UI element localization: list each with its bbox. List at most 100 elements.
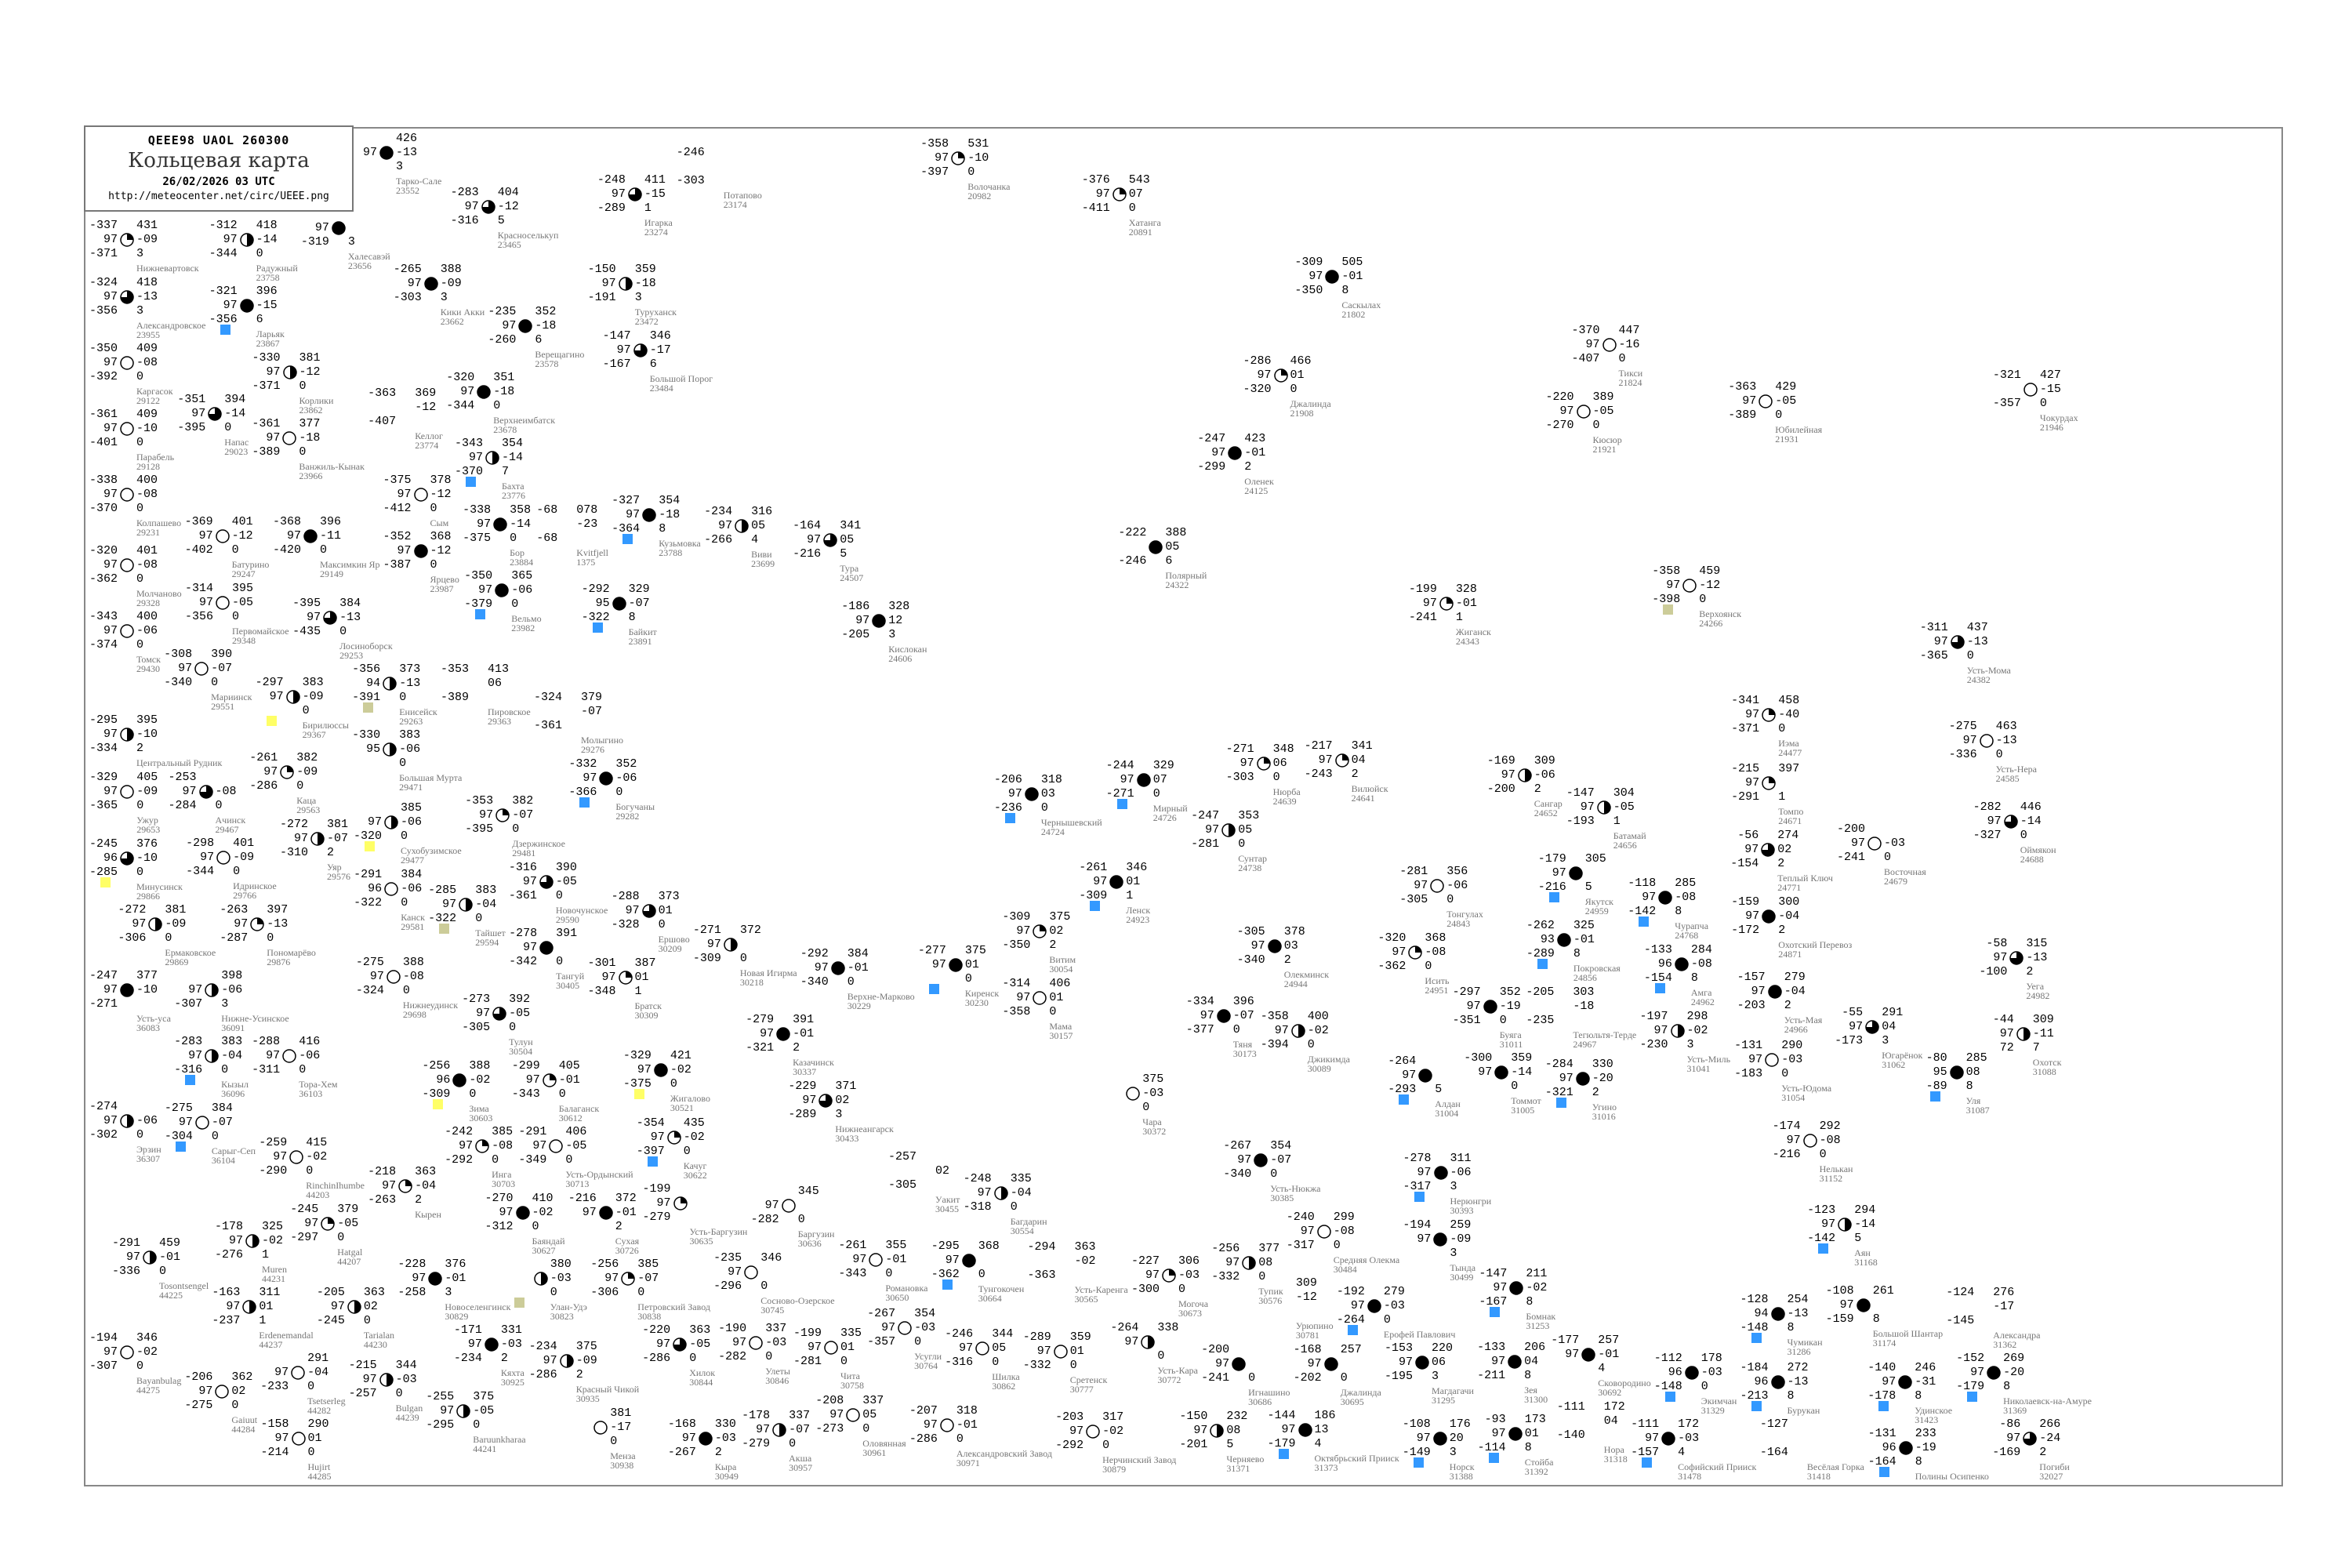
- value-top-right: 459: [1699, 564, 1721, 578]
- station-name: Вельмо: [511, 613, 542, 625]
- station-label: Экимчан 31329: [1701, 1396, 1737, 1415]
- value-top-left: -271: [1225, 742, 1254, 757]
- value-bottom-left: -387: [383, 558, 412, 572]
- station-id: 30209: [658, 943, 682, 955]
- station-name: Усть-Ордынский: [565, 1169, 633, 1181]
- value-mid-right: 08: [1258, 1256, 1273, 1270]
- value-top-left: -338: [463, 503, 492, 517]
- station-name: Вилюйск: [1351, 783, 1388, 794]
- value-bottom-right: 0: [159, 1265, 167, 1279]
- station-label: Тунгокочен 30664: [978, 1284, 1024, 1303]
- station-label: Улеты 30846: [765, 1367, 790, 1385]
- station-label: Джалинда 21908: [1290, 399, 1331, 418]
- station-label: Канск 29581: [401, 913, 425, 931]
- station-label: Тарко-Сале 23552: [396, 176, 441, 195]
- value-mid-right: -13: [339, 610, 361, 624]
- station-label: Бурукан: [1788, 1406, 1820, 1415]
- value-bottom-left: -241: [1201, 1371, 1230, 1385]
- value-bottom-left: -289: [788, 1108, 817, 1122]
- station-label: Охотский Перевоз 24871: [1778, 940, 1852, 959]
- value-mid-left: 97: [307, 610, 321, 624]
- station-id: 24656: [1613, 840, 1637, 851]
- station-name: Якутск: [1584, 896, 1614, 908]
- station-name: Потапово: [723, 190, 762, 201]
- value-mid-right: 05: [862, 1408, 877, 1421]
- station-name: Тяня: [1232, 1038, 1253, 1050]
- value-top-right: 351: [493, 371, 515, 385]
- station-id: 44225: [159, 1290, 183, 1301]
- station-id: 30703: [492, 1178, 516, 1190]
- value-mid-left: 97: [1308, 270, 1323, 284]
- value-mid-right: 05: [992, 1341, 1007, 1355]
- value-top-right: 325: [262, 1219, 284, 1233]
- cloud-cover-icon: [321, 1216, 336, 1231]
- cloud-cover-icon: [291, 1366, 305, 1380]
- value-bottom-left: -361: [533, 719, 562, 733]
- value-bottom-left: -292: [1055, 1439, 1084, 1453]
- value-bottom-left: -407: [1571, 351, 1600, 365]
- value-top-left: -284: [1544, 1057, 1573, 1071]
- value-top-right: 329: [1152, 759, 1174, 773]
- station-label: Сухобузимское 29477: [401, 846, 462, 865]
- value-top-left: -245: [89, 837, 118, 851]
- value-top-right: 411: [644, 173, 666, 187]
- station-name: Muren: [262, 1263, 287, 1275]
- value-top-left: -192: [1336, 1284, 1365, 1298]
- value-top-left: -168: [667, 1417, 696, 1431]
- value-mid-left: 97: [1745, 776, 1760, 790]
- source-url[interactable]: http://meteocenter.net/circ/UEEE.png: [108, 191, 329, 202]
- value-top-left: -338: [89, 474, 118, 488]
- station-name: Чокурдах: [2039, 412, 2078, 423]
- value-bottom-left: -271: [1105, 787, 1134, 801]
- value-mid-right: -08: [1675, 890, 1697, 904]
- value-bottom-left: -195: [1384, 1369, 1413, 1383]
- station-label: Усть-Нюкжа 30385: [1270, 1184, 1320, 1203]
- value-top-right: 396: [1232, 994, 1254, 1008]
- value-bottom-left: -260: [488, 333, 517, 347]
- value-bottom-right: 6: [256, 313, 263, 327]
- precip-marker: [439, 924, 450, 935]
- station-id: 30764: [914, 1360, 938, 1372]
- value-mid-right: 02: [363, 1299, 378, 1313]
- station-label: Александра 31362: [1993, 1330, 2040, 1349]
- value-mid-right: -18: [299, 431, 321, 445]
- value-mid-left: 97: [1745, 909, 1760, 923]
- value-bottom-right: 0: [739, 951, 747, 965]
- value-top-left: -157: [1737, 970, 1766, 984]
- value-bottom-right: 0: [512, 822, 520, 837]
- station-name: Багдарин: [1010, 1216, 1047, 1228]
- station-name: Норск: [1449, 1461, 1475, 1472]
- value-top-left: -299: [511, 1059, 540, 1073]
- station-label: Октябрьский Прииск 31373: [1315, 1454, 1399, 1472]
- value-top-right: 377: [299, 417, 321, 431]
- station-id: 24266: [1699, 617, 1723, 629]
- value-mid-right: -02: [1074, 1254, 1096, 1269]
- value-mid-right: 01: [259, 1299, 274, 1313]
- station-name: Погиби: [2039, 1461, 2070, 1472]
- value-bottom-right: 5: [1226, 1438, 1234, 1452]
- station-name: Баргузин: [797, 1229, 835, 1240]
- station-label: Максимкин Яр 29149: [320, 560, 380, 579]
- value-bottom-right: 0: [1178, 1282, 1186, 1296]
- station-id: 24768: [1675, 929, 1699, 941]
- value-mid-left: 97: [103, 422, 118, 436]
- station-label: Колпашево 29231: [136, 518, 181, 537]
- station-name: Уля: [1965, 1094, 1981, 1106]
- cloud-cover-icon: [949, 958, 963, 972]
- station-label: Баяндай 30627: [532, 1236, 565, 1255]
- value-bottom-left: -296: [713, 1279, 742, 1293]
- station-id: 30781: [1295, 1330, 1319, 1341]
- value-mid-left: 97: [103, 290, 118, 303]
- cloud-cover-icon: [940, 1418, 954, 1432]
- cloud-cover-icon: [1661, 1432, 1675, 1446]
- station-name: Улан-Удэ: [550, 1301, 587, 1313]
- station-id: 31016: [1592, 1110, 1616, 1122]
- value-mid-right: 01: [307, 1432, 322, 1445]
- station-name: Красноселькуп: [497, 229, 559, 241]
- value-bottom-left: -340: [1223, 1167, 1252, 1181]
- cloud-cover-icon: [1518, 768, 1532, 783]
- station-label: Зея 31300: [1524, 1385, 1548, 1404]
- value-bottom-right: 0: [1128, 201, 1136, 216]
- value-top-right: 318: [1040, 772, 1062, 786]
- station-id: 36091: [221, 1022, 245, 1034]
